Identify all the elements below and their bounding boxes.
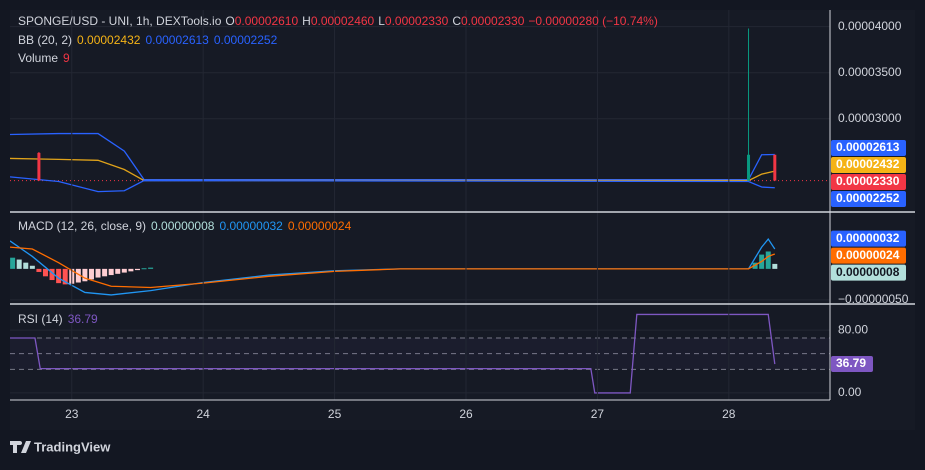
ohlc-key: O: [225, 14, 234, 28]
y-tick-label: 0.00003500: [838, 65, 902, 79]
histogram-bar: [36, 268, 42, 272]
symbol: SPONGE/USD - UNI, 1h, DEXTools.io: [18, 14, 222, 28]
histogram-bar: [115, 268, 121, 274]
series-line: [10, 157, 775, 182]
pane: [10, 26, 830, 193]
pane: [10, 313, 830, 394]
y-tick-label: 0.00004000: [838, 19, 902, 33]
logo: [10, 441, 31, 453]
macd-value: 0.00000024: [288, 219, 352, 233]
series-line: [10, 132, 775, 181]
volume-legend: Volume 9: [18, 51, 70, 65]
x-tick-label: 28: [722, 407, 736, 421]
branding: TradingView: [10, 439, 111, 454]
price-badge-label: 0.00002613: [836, 140, 900, 154]
rsi-legend: RSI (14) 36.79: [18, 312, 98, 326]
price-badge-label: 0.00002330: [836, 174, 900, 188]
macd-value: 0.00000008: [151, 219, 215, 233]
histogram-bar: [121, 268, 127, 273]
macd-title: MACD (12, 26, close, 9): [18, 219, 146, 233]
rsi-title: RSI (14): [18, 312, 63, 326]
ohlc-value: 0.00002330: [385, 14, 449, 28]
volume-name: Volume: [18, 51, 58, 65]
level-band: [10, 337, 830, 370]
layer: 0.00004000 0.00003500 0.00003000 0.00002613…: [10, 10, 909, 421]
x-tick-label: 27: [591, 407, 605, 421]
y-tick-label: 80.00: [838, 322, 868, 336]
ohlc-key: C: [452, 14, 461, 28]
histogram-bar: [42, 268, 48, 277]
series-line: [10, 246, 776, 289]
price-badge: [831, 230, 906, 247]
histogram-bar: [16, 259, 22, 269]
histogram-bar: [148, 267, 154, 269]
bb-value: 0.00002432: [77, 33, 141, 47]
price-badge: [831, 139, 906, 156]
price-badge: [831, 173, 906, 190]
macd-legend: MACD (12, 26, close, 9) 0.00000008 0.00000…: [18, 219, 352, 233]
price-badge-label: 0.00000024: [836, 248, 900, 262]
rsi-value: 36.79: [68, 312, 98, 326]
macd-value: 0.00000032: [219, 219, 283, 233]
histogram-bar: [772, 263, 778, 269]
price-badge-label: 0.00002252: [836, 191, 900, 205]
y-tick-label: 0.00: [838, 385, 862, 399]
x-tick-label: 25: [328, 407, 342, 421]
histogram-bar: [23, 262, 29, 269]
price-badge: [831, 156, 906, 173]
histogram-bar: [95, 268, 101, 278]
change: −0.00000280 (−10.74%): [528, 14, 657, 28]
histogram-bar: [62, 268, 68, 285]
candle-body: [37, 152, 41, 181]
ohlc-value: 0.00002330: [461, 14, 525, 28]
bb-value: 0.00002613: [145, 33, 209, 47]
candle-body: [773, 154, 777, 181]
histogram-bar: [82, 268, 88, 282]
price-badge: [831, 190, 906, 207]
series-line: [10, 237, 776, 296]
ohlc-key: L: [378, 14, 385, 28]
x-tick-label: 24: [196, 407, 210, 421]
x-tick-label: 26: [459, 407, 473, 421]
price-badge: [831, 264, 906, 281]
ohlc-value: 0.00002460: [311, 14, 375, 28]
price-badge: [831, 247, 906, 264]
header-legend: SPONGE/USD - UNI, 1h, DEXTools.io O0.0000…: [18, 14, 658, 28]
price-badge-label: 36.79: [836, 356, 866, 370]
price-badge-label: 0.00000008: [836, 265, 900, 279]
volume-value: 9: [63, 51, 70, 65]
histogram-bar: [108, 268, 114, 276]
plot-area: [10, 10, 915, 430]
histogram-bar: [10, 257, 16, 269]
price-badge: [831, 356, 873, 373]
histogram-bar: [128, 268, 134, 272]
bb-name: BB (20, 2): [18, 33, 72, 47]
brand-name: TradingView: [34, 439, 111, 454]
histogram-bar: [29, 265, 35, 269]
histogram-bar: [134, 268, 140, 271]
ohlc-key: H: [302, 14, 311, 28]
histogram-bar: [765, 251, 771, 269]
histogram-bar: [141, 268, 147, 270]
histogram-bar: [49, 268, 55, 281]
histogram-bar: [88, 268, 94, 280]
candle-body: [747, 154, 751, 181]
histogram-bar: [102, 268, 108, 277]
bb-legend: BB (20, 2) 0.00002432 0.00002613 0.00002252: [18, 33, 278, 47]
series-line: [10, 313, 776, 394]
y-tick-label: −0.00000050: [838, 292, 909, 306]
price-badge-label: 0.00002432: [836, 157, 900, 171]
bb-value: 0.00002252: [214, 33, 278, 47]
x-tick-label: 23: [65, 407, 79, 421]
histogram-bar: [75, 268, 81, 283]
y-tick-label: 0.00003000: [838, 111, 902, 125]
histogram-bar: [56, 268, 62, 284]
series-line: [10, 176, 775, 193]
ohlc-value: 0.00002610: [235, 14, 299, 28]
price-badge-label: 0.00000032: [836, 231, 900, 245]
